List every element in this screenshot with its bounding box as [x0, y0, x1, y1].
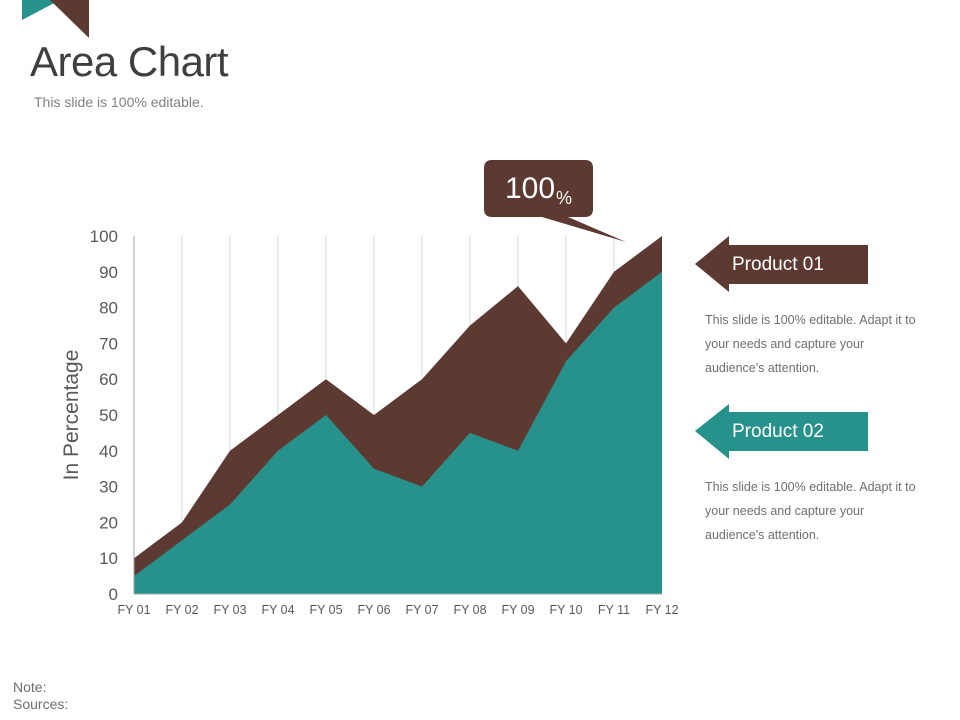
chart-areas	[134, 236, 662, 594]
corner-ribbon-brown	[50, 0, 89, 38]
percentage-callout-bubble	[484, 160, 626, 242]
y-tick-label: 90	[99, 263, 118, 282]
y-tick-label: 50	[99, 406, 118, 425]
slide-subtitle: This slide is 100% editable.	[34, 94, 204, 110]
series-area-2	[134, 271, 662, 594]
footer-note: Note:	[13, 679, 47, 695]
x-tick-label: FY 08	[453, 603, 486, 617]
footer-sources: Sources:	[13, 696, 69, 712]
slide-title: Area Chart	[30, 38, 229, 85]
product-02-description: This slide is 100% editable. Adapt it to…	[705, 480, 916, 542]
y-tick-label: 20	[99, 513, 118, 532]
product-01-description: This slide is 100% editable. Adapt it to…	[705, 313, 916, 375]
corner-ribbon-teal	[22, 0, 60, 20]
y-axis-title: In Percentage	[60, 350, 83, 481]
y-tick-label: 80	[99, 299, 118, 318]
y-tick-label: 30	[99, 478, 118, 497]
y-tick-label: 0	[109, 585, 118, 604]
y-tick-label: 100	[90, 227, 118, 246]
y-axis-tick-labels: 0 10 20 30 40 50 60 70 80 90 100	[90, 227, 118, 604]
x-tick-label: FY 12	[645, 603, 678, 617]
product-01-arrow-tag	[695, 236, 868, 292]
x-tick-label: FY 07	[405, 603, 438, 617]
x-tick-label: FY 03	[213, 603, 246, 617]
x-tick-label: FY 11	[598, 603, 630, 617]
x-tick-label: FY 09	[501, 603, 534, 617]
x-axis-tick-labels: FY 01 FY 02 FY 03 FY 04 FY 05 FY 06 FY 07 FY 08…	[117, 603, 678, 617]
y-tick-label: 40	[99, 442, 118, 461]
x-tick-label: FY 05	[309, 603, 342, 617]
product-02-arrow-tag	[695, 404, 868, 459]
chart-axes	[133, 236, 662, 595]
corner-ribbon-decoration	[22, 0, 89, 38]
y-tick-label: 60	[99, 370, 118, 389]
x-tick-label: FY 04	[261, 603, 294, 617]
y-tick-label: 10	[99, 549, 118, 568]
x-tick-label: FY 06	[357, 603, 390, 617]
x-tick-label: FY 02	[165, 603, 198, 617]
x-tick-label: FY 01	[117, 603, 150, 617]
y-tick-label: 70	[99, 334, 118, 353]
x-tick-label: FY 10	[549, 603, 582, 617]
